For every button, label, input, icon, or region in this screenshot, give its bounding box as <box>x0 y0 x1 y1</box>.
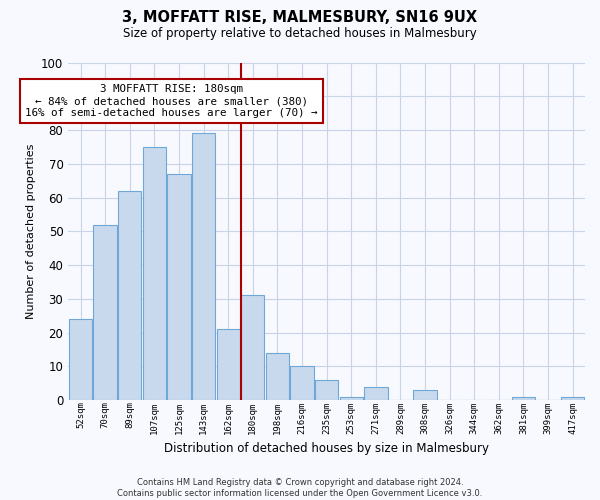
Text: Contains HM Land Registry data © Crown copyright and database right 2024.
Contai: Contains HM Land Registry data © Crown c… <box>118 478 482 498</box>
Bar <box>290 366 314 400</box>
Bar <box>561 396 584 400</box>
Bar <box>315 380 338 400</box>
Bar <box>217 329 240 400</box>
Bar <box>192 134 215 400</box>
Bar <box>167 174 191 400</box>
Bar <box>69 319 92 400</box>
Bar <box>241 296 265 400</box>
Bar <box>118 191 142 400</box>
Bar <box>413 390 437 400</box>
Bar <box>94 224 117 400</box>
Text: 3, MOFFATT RISE, MALMESBURY, SN16 9UX: 3, MOFFATT RISE, MALMESBURY, SN16 9UX <box>122 10 478 25</box>
Bar <box>512 396 535 400</box>
X-axis label: Distribution of detached houses by size in Malmesbury: Distribution of detached houses by size … <box>164 442 489 455</box>
Bar <box>340 396 363 400</box>
Bar <box>364 386 388 400</box>
Bar <box>143 147 166 400</box>
Text: Size of property relative to detached houses in Malmesbury: Size of property relative to detached ho… <box>123 28 477 40</box>
Bar <box>266 353 289 400</box>
Y-axis label: Number of detached properties: Number of detached properties <box>26 144 35 319</box>
Text: 3 MOFFATT RISE: 180sqm
← 84% of detached houses are smaller (380)
16% of semi-de: 3 MOFFATT RISE: 180sqm ← 84% of detached… <box>25 84 318 117</box>
